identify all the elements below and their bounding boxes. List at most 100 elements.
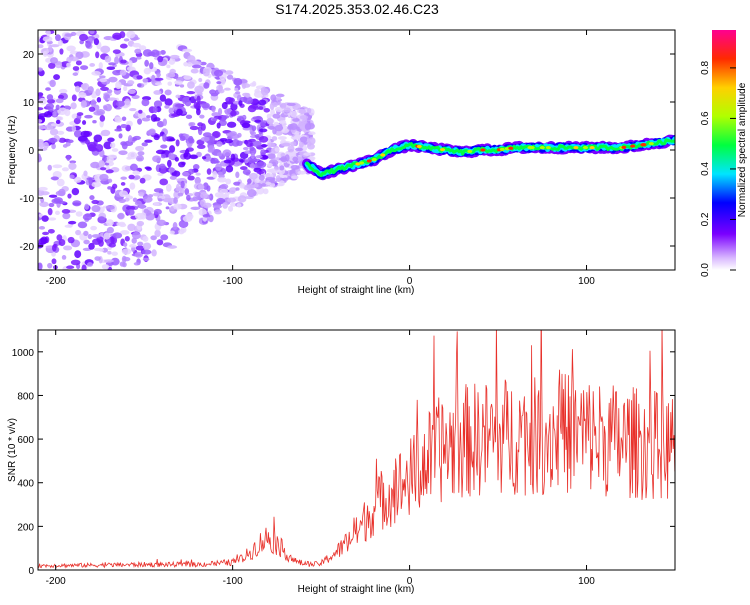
spectrogram-blob: [199, 191, 208, 199]
spectrogram-blob: [187, 175, 195, 181]
spectrogram-peak: [480, 148, 486, 152]
spectrogram-peak: [621, 145, 627, 149]
spectrogram-blob: [67, 193, 72, 199]
spectrogram-blob: [116, 222, 121, 226]
spectrogram-blob: [166, 64, 171, 69]
spectrogram-blob: [49, 57, 59, 64]
spectrogram-blob: [107, 178, 113, 183]
spectrogram-blob: [56, 130, 65, 135]
spectrogram-blob: [91, 199, 100, 205]
spectrogram-blob: [66, 154, 71, 161]
spectrogram-blob: [94, 256, 101, 261]
spectrogram-blob: [120, 59, 127, 64]
spectrogram-ridge: [302, 134, 675, 181]
spectrogram-blob: [230, 153, 236, 161]
spectrogram-blob: [242, 169, 251, 175]
spectrogram-blob: [88, 106, 96, 112]
spectrogram-blob: [244, 92, 251, 98]
spectrogram-blob: [214, 209, 222, 215]
spectrogram-blob: [38, 186, 48, 191]
spectrogram-blob: [211, 112, 221, 117]
spectrogram-blob: [123, 38, 130, 42]
spectrogram-blob: [190, 206, 201, 211]
spectrogram-blob: [274, 124, 284, 132]
spectrogram-blob: [292, 156, 299, 162]
spectrogram-blob: [121, 142, 128, 150]
spectrogram-blob: [127, 80, 135, 85]
spectrogram-blob: [153, 208, 162, 215]
spectrogram-blob: [71, 187, 80, 196]
spectrogram-blob: [146, 129, 156, 136]
spectrogram-blob: [235, 91, 241, 95]
spectrogram-blob: [250, 131, 256, 136]
spectrogram-blob: [179, 135, 186, 142]
spectrogram-blob: [192, 61, 202, 66]
spectrogram-blob: [165, 183, 172, 192]
spectrogram-blob: [216, 141, 223, 147]
spectrogram-peak: [539, 146, 545, 150]
spectrogram-blob: [112, 32, 122, 40]
spectrogram-blob: [38, 125, 45, 130]
spectrogram-blob: [291, 175, 299, 180]
spectrogram-cloud: [38, 30, 316, 270]
spectrogram-blob: [80, 130, 91, 138]
spectrogram-blob: [165, 206, 170, 210]
spectrogram-blob: [160, 234, 169, 241]
spectrogram-blob: [50, 123, 60, 127]
spectrogram-blob: [200, 123, 206, 131]
spectrogram-blob: [216, 197, 226, 205]
spectrogram-blob: [134, 251, 143, 258]
spectrogram-blob: [45, 30, 51, 37]
spectrogram-blob: [230, 202, 237, 207]
spectrogram-blob: [132, 42, 141, 48]
spectrogram-peak: [416, 144, 422, 149]
spectrogram-blob: [100, 86, 109, 91]
spectrogram-blob: [256, 161, 267, 169]
spectrogram-blob: [137, 118, 143, 125]
spectrogram-blob: [174, 103, 183, 108]
x-tick-label: -200: [46, 576, 66, 587]
spectrogram-blob: [303, 152, 312, 156]
spectrogram-blob: [90, 99, 97, 108]
spectrogram-blob: [256, 170, 265, 175]
spectrogram-blob: [227, 197, 237, 203]
spectrogram-blob: [53, 74, 61, 80]
spectrogram-blob: [189, 122, 196, 127]
spectrogram-blob: [138, 45, 147, 51]
spectrogram-blob: [233, 181, 242, 186]
spectrogram-blob: [38, 189, 45, 197]
spectrogram-blob: [127, 89, 136, 95]
spectrogram-peak: [545, 146, 551, 150]
spectrogram-blob: [274, 147, 280, 152]
spectrogram-blob: [105, 169, 114, 174]
spectrogram-blob: [75, 229, 82, 236]
spectrogram-blob: [298, 140, 304, 148]
spectrogram-blob: [156, 219, 167, 226]
colorbar-gradient: [712, 30, 736, 270]
spectrogram-blob: [265, 177, 275, 181]
spectrogram-blob: [152, 192, 162, 197]
spectrogram-blob: [216, 81, 222, 85]
spectrogram-blob: [151, 49, 160, 58]
colorbar-tick-label: 0.2: [700, 212, 711, 226]
spectrogram-blob: [88, 242, 95, 250]
spectrogram-blob: [235, 171, 240, 179]
spectrogram-blob: [126, 66, 134, 72]
spectrogram-blob: [90, 161, 101, 169]
spectrogram-blob: [69, 160, 77, 164]
spectrogram-blob: [98, 159, 105, 167]
spectrogram-blob: [274, 129, 284, 136]
spectrogram-blob: [95, 88, 101, 97]
spectrogram-blob: [186, 62, 193, 67]
spectrogram-peak: [371, 157, 377, 162]
spectrogram-blob: [177, 192, 184, 197]
spectrogram-blob: [198, 208, 207, 217]
spectrogram-peak: [641, 143, 647, 147]
spectrogram-blob: [187, 81, 195, 89]
spectrogram-blob: [224, 70, 234, 75]
spectrogram-blob: [55, 104, 60, 111]
spectrogram-blob: [168, 138, 176, 142]
spectrogram-blob: [59, 48, 64, 55]
spectrogram-blob: [194, 85, 204, 94]
